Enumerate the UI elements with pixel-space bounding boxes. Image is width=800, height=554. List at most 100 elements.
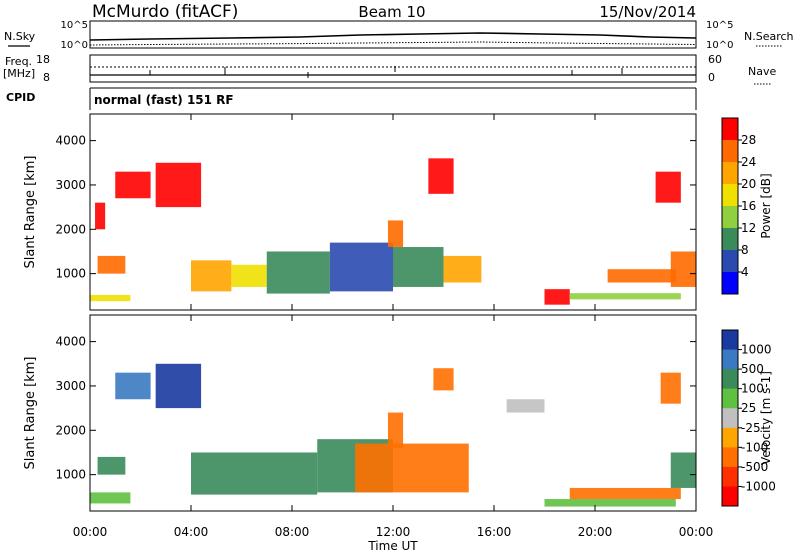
power-y-ticks: 1000 2000 3000 4000	[55, 134, 696, 281]
power-echo-region	[387, 220, 404, 248]
velocity-colorbar-block	[722, 408, 738, 429]
power-echo-region	[393, 247, 444, 287]
power-echo-region	[97, 255, 126, 274]
power-colorbar-tick-label: 28	[741, 133, 756, 147]
beam-title: Beam 10	[358, 3, 425, 21]
power-colorbar-block	[722, 118, 738, 141]
velocity-colorbar-block	[722, 349, 738, 370]
x-axis-title: Time UT	[367, 539, 418, 553]
velocity-ylabel: Slant Range [km]	[23, 357, 38, 470]
x-tick-label: 04:00	[174, 525, 209, 539]
nsky-trace	[89, 32, 697, 41]
power-colorbar-tick-label: 4	[741, 265, 749, 279]
nave-tick-low: 0	[708, 71, 715, 84]
power-colorbar-block	[722, 206, 738, 229]
velocity-echo-region	[387, 412, 404, 449]
velocity-y-tick-label: 2000	[55, 423, 86, 437]
power-echo-region	[95, 202, 106, 230]
noise-tick-low-right: 10^0	[706, 40, 733, 51]
velocity-colorbar-block	[722, 330, 738, 351]
power-y-tick-label: 1000	[55, 267, 86, 281]
power-echo-region	[443, 255, 482, 283]
noise-tick-low-left: 10^0	[61, 40, 88, 51]
velocity-panel: 1000 2000 3000 4000 Slant Range [km]	[23, 314, 697, 512]
power-ylabel: Slant Range [km]	[23, 156, 38, 269]
power-y-tick-label: 3000	[55, 178, 86, 192]
x-tick-label: 12:00	[376, 525, 411, 539]
freq-label-line1: Freq.	[5, 55, 32, 68]
velocity-echo-region	[433, 368, 454, 391]
power-echo-region	[670, 251, 696, 287]
velocity-y-ticks: 1000 2000 3000 4000	[55, 335, 696, 482]
power-colorbar-block	[722, 228, 738, 251]
velocity-echo-region	[191, 452, 318, 495]
velocity-colorbar-tick-label: -25	[741, 421, 761, 435]
velocity-y-tick-label: 1000	[55, 468, 86, 482]
velocity-colorbar-tick-label: -500	[741, 460, 768, 474]
nsearch-trace	[89, 41, 697, 46]
velocity-echo-region	[90, 492, 131, 504]
velocity-colorbar-tick-label: -1000	[741, 479, 776, 493]
velocity-colorbar-block	[722, 486, 738, 507]
power-colorbar-block	[722, 272, 738, 295]
power-colorbar-tick-label: 16	[741, 199, 756, 213]
power-echo-region	[607, 269, 676, 283]
power-echo-region	[155, 162, 202, 208]
date-title: 15/Nov/2014	[599, 3, 696, 21]
power-colorbar: 28 24 20 16 12 8 4 Power [dB]	[721, 117, 773, 295]
velocity-echo-region	[544, 499, 676, 507]
freq-nave-panel: 18 8 60 0 Freq. [MHz] Nave	[3, 53, 776, 85]
power-colorbar-block	[722, 184, 738, 207]
x-tick-label: 00:00	[73, 525, 108, 539]
power-echo-region	[329, 242, 393, 292]
noise-tick-high-right: 10^5	[706, 20, 733, 31]
noise-tick-high-left: 10^5	[61, 20, 88, 31]
power-regions	[90, 158, 696, 305]
x-tick-label: 16:00	[477, 525, 512, 539]
power-y-tick-label: 4000	[55, 134, 86, 148]
freq-tick-low: 8	[43, 71, 50, 84]
cpid-label: CPID	[6, 91, 35, 104]
x-tick-label: 08:00	[275, 525, 310, 539]
nsky-label: N.Sky	[4, 30, 36, 43]
power-colorbar-tick-label: 12	[741, 221, 756, 235]
velocity-x-ticks	[89, 315, 697, 511]
velocity-colorbar-block	[722, 388, 738, 409]
power-panel: 1000 2000 3000 4000 Slant Range [km]	[23, 113, 697, 311]
power-echo-region	[90, 294, 131, 302]
station-title: McMurdo (fitACF)	[92, 2, 238, 22]
velocity-echo-region	[355, 443, 469, 493]
velocity-colorbar-block	[722, 369, 738, 390]
power-echo-region	[428, 158, 454, 194]
velocity-echo-region	[670, 452, 696, 488]
velocity-colorbar: 1000 500 100 25 -25 -100 -500 -1000 Velocity [m…	[721, 329, 776, 507]
power-echo-region	[544, 289, 570, 305]
power-colorbar-tick-label: 8	[741, 243, 749, 257]
power-echo-region	[569, 293, 681, 300]
nave-label: Nave	[748, 65, 776, 78]
power-echo-region	[191, 260, 232, 292]
velocity-echo-region	[97, 456, 126, 475]
velocity-colorbar-block	[722, 466, 738, 487]
cpid-mode-text: normal (fast) 151 RF	[94, 93, 234, 107]
power-colorbar-block	[722, 162, 738, 185]
power-colorbar-tick-label: 20	[741, 177, 756, 191]
velocity-colorbar-block	[722, 447, 738, 468]
power-y-tick-label: 2000	[55, 222, 86, 236]
velocity-colorbar-block	[722, 427, 738, 448]
freq-tick-high: 18	[36, 53, 50, 66]
power-x-ticks	[89, 114, 697, 310]
velocity-colorbar-tick-label: 500	[741, 362, 764, 376]
power-colorbar-label: Power [dB]	[759, 173, 773, 238]
velocity-colorbar-tick-label: 1000	[741, 343, 772, 357]
power-echo-region	[231, 264, 267, 287]
x-tick-label: 20:00	[578, 525, 613, 539]
nsearch-label: N.Search	[744, 30, 794, 43]
velocity-colorbar-tick-label: 25	[741, 401, 756, 415]
power-colorbar-block	[722, 140, 738, 163]
noise-panel: 10^5 10^0 10^5 10^0 N.Sky N.Search	[4, 20, 794, 51]
nave-tick-high: 60	[708, 53, 722, 66]
velocity-colorbar-label: Velocity [m s-1]	[759, 371, 773, 465]
x-tick-labels: 00:00 04:00 08:00 12:00 16:00 20:00 00:00	[73, 525, 714, 539]
